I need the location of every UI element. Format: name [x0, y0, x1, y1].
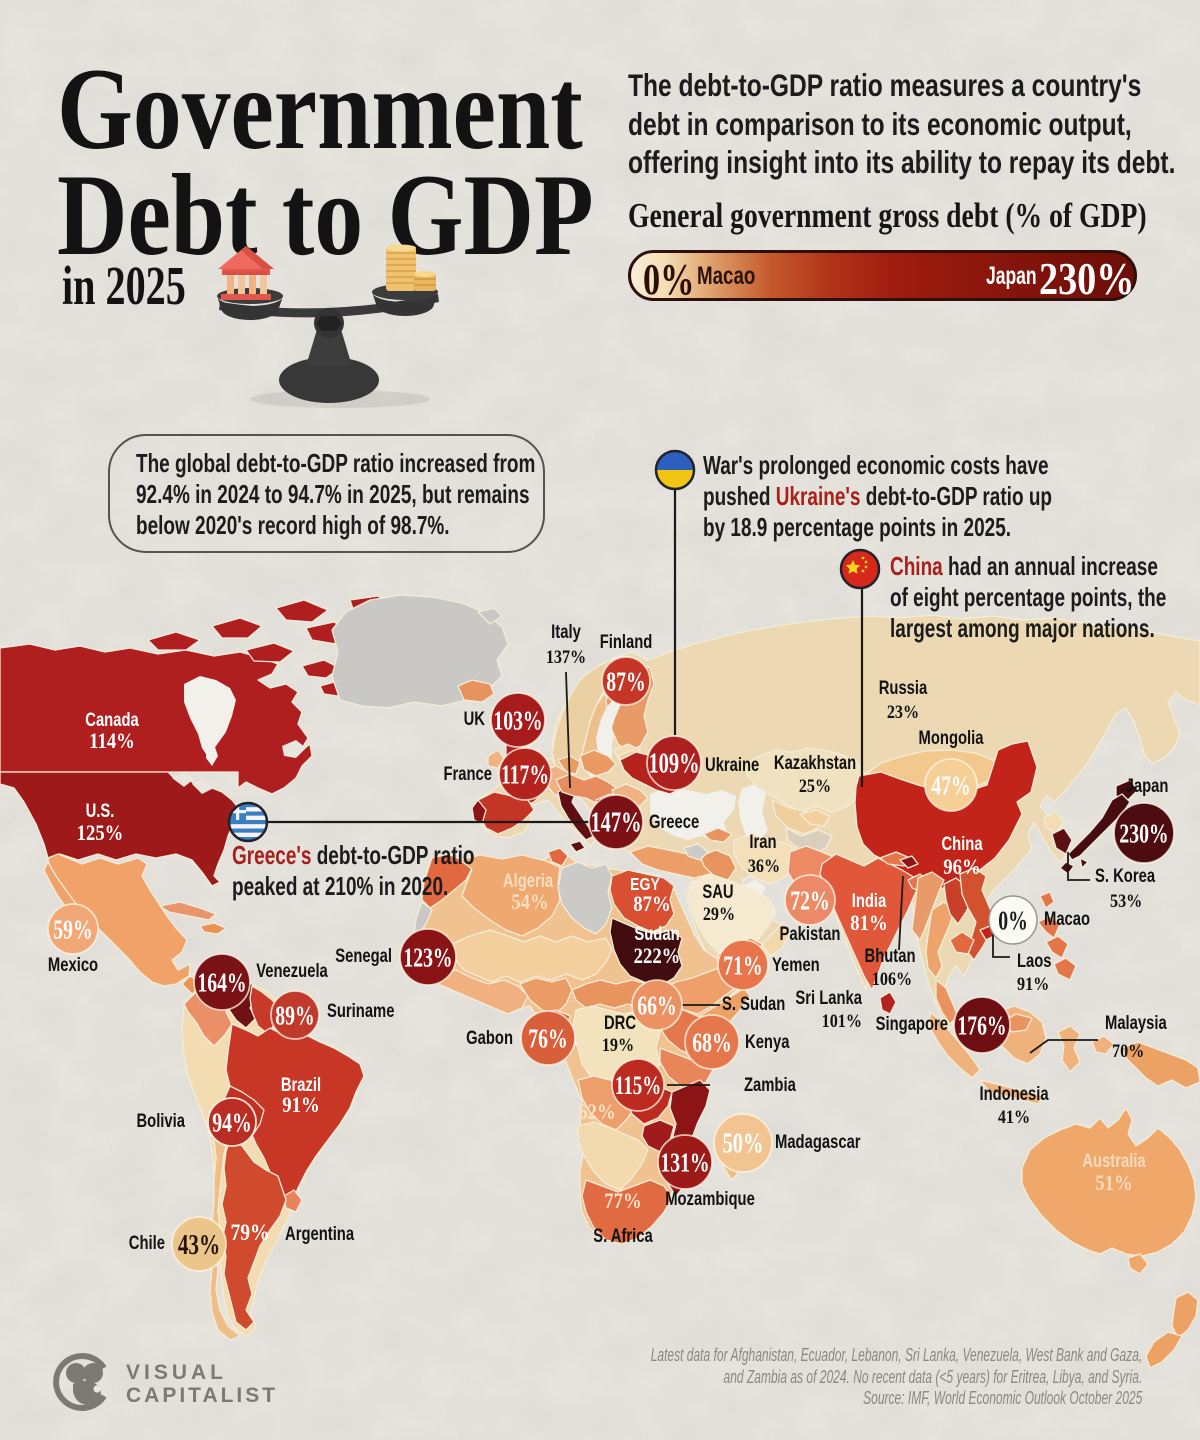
svg-text:114%: 114% [89, 730, 135, 754]
svg-text:EGY: EGY [630, 874, 660, 894]
svg-text:Madagascar: Madagascar [775, 1131, 861, 1152]
svg-text:Argentina: Argentina [285, 1223, 355, 1244]
svg-text:Mongolia: Mongolia [919, 727, 984, 748]
svg-text:222%: 222% [634, 945, 681, 969]
svg-text:Venezuela: Venezuela [256, 960, 328, 981]
svg-text:SAU: SAU [702, 881, 733, 902]
svg-text:19%: 19% [602, 1034, 634, 1056]
svg-text:91%: 91% [1017, 973, 1049, 995]
svg-text:103%: 103% [493, 706, 542, 736]
svg-text:62%: 62% [578, 1101, 615, 1125]
svg-text:Russia: Russia [879, 677, 928, 698]
svg-text:115%: 115% [615, 1071, 661, 1100]
svg-text:0%: 0% [998, 906, 1028, 936]
svg-text:Sudan: Sudan [634, 923, 679, 944]
svg-text:China: China [941, 833, 983, 854]
svg-text:UK: UK [464, 708, 486, 729]
svg-text:94%: 94% [212, 1108, 251, 1138]
svg-text:Malaysia: Malaysia [1105, 1012, 1167, 1033]
svg-text:Pakistan: Pakistan [780, 923, 841, 944]
svg-text:Gabon: Gabon [466, 1027, 513, 1048]
svg-text:Mozambique: Mozambique [665, 1188, 755, 1209]
svg-text:43%: 43% [178, 1229, 220, 1261]
svg-text:DRC: DRC [604, 1012, 636, 1033]
svg-text:123%: 123% [403, 943, 452, 973]
svg-text:109%: 109% [648, 749, 699, 780]
svg-text:81%: 81% [850, 912, 887, 936]
svg-text:53%: 53% [1110, 890, 1142, 912]
svg-text:Zambia: Zambia [744, 1074, 796, 1095]
svg-text:S. Africa: S. Africa [593, 1225, 653, 1246]
svg-text:230%: 230% [1119, 819, 1168, 849]
svg-text:Greece: Greece [649, 811, 699, 832]
svg-text:96%: 96% [943, 856, 980, 880]
svg-text:106%: 106% [872, 968, 912, 990]
svg-text:23%: 23% [887, 701, 919, 723]
svg-text:87%: 87% [633, 893, 670, 917]
svg-text:S. Sudan: S. Sudan [722, 993, 785, 1014]
svg-text:Australia: Australia [1082, 1150, 1146, 1171]
svg-text:France: France [443, 763, 492, 784]
svg-text:Italy: Italy [551, 621, 581, 642]
svg-text:Singapore: Singapore [876, 1013, 948, 1034]
svg-text:Sri Lanka: Sri Lanka [795, 987, 862, 1008]
svg-text:125%: 125% [77, 822, 124, 846]
svg-text:Suriname: Suriname [327, 1000, 394, 1021]
svg-text:66%: 66% [637, 991, 676, 1021]
svg-text:54%: 54% [511, 891, 548, 915]
svg-text:S. Korea: S. Korea [1095, 865, 1156, 886]
svg-text:Kazakhstan: Kazakhstan [774, 752, 856, 773]
svg-text:51%: 51% [1095, 1172, 1132, 1196]
svg-text:41%: 41% [998, 1106, 1030, 1128]
svg-text:CAPITALIST: CAPITALIST [126, 1384, 278, 1407]
svg-text:Brazil: Brazil [281, 1074, 321, 1095]
svg-text:59%: 59% [53, 915, 92, 945]
svg-text:137%: 137% [546, 646, 586, 668]
svg-text:68%: 68% [692, 1028, 731, 1058]
svg-text:101%: 101% [822, 1010, 862, 1032]
svg-text:71%: 71% [723, 951, 762, 981]
svg-text:Indonesia: Indonesia [979, 1083, 1049, 1104]
svg-text:Finland: Finland [600, 631, 653, 652]
svg-text:India: India [852, 890, 887, 911]
svg-text:147%: 147% [590, 808, 641, 839]
svg-text:Japan: Japan [1126, 775, 1169, 796]
svg-text:Ukraine: Ukraine [705, 754, 759, 775]
svg-text:47%: 47% [931, 771, 970, 801]
svg-text:Iran: Iran [749, 831, 776, 852]
svg-text:Macao: Macao [1044, 908, 1090, 929]
svg-text:164%: 164% [197, 968, 246, 998]
svg-text:76%: 76% [528, 1024, 567, 1054]
svg-text:131%: 131% [660, 1148, 709, 1178]
svg-text:Senegal: Senegal [335, 945, 392, 966]
svg-text:87%: 87% [606, 667, 645, 697]
svg-text:Bolivia: Bolivia [136, 1110, 185, 1131]
svg-text:Yemen: Yemen [772, 954, 820, 975]
svg-text:25%: 25% [799, 775, 831, 797]
svg-text:29%: 29% [703, 903, 735, 925]
svg-text:91%: 91% [282, 1094, 319, 1118]
svg-text:Mexico: Mexico [48, 954, 98, 975]
svg-text:U.S.: U.S. [86, 800, 115, 821]
svg-text:36%: 36% [748, 855, 780, 877]
svg-text:176%: 176% [957, 1011, 1006, 1041]
svg-text:Canada: Canada [85, 709, 139, 730]
svg-text:77%: 77% [604, 1190, 641, 1214]
svg-text:50%: 50% [723, 1129, 764, 1160]
svg-text:Kenya: Kenya [745, 1031, 790, 1052]
svg-text:VISUAL: VISUAL [126, 1361, 227, 1384]
svg-text:79%: 79% [230, 1220, 269, 1246]
svg-text:117%: 117% [501, 760, 549, 790]
svg-text:89%: 89% [275, 1001, 314, 1031]
svg-text:Laos: Laos [1017, 950, 1052, 971]
svg-text:Algeria: Algeria [503, 870, 554, 891]
svg-text:70%: 70% [1112, 1040, 1144, 1062]
svg-text:Chile: Chile [129, 1232, 165, 1253]
svg-text:72%: 72% [790, 886, 829, 916]
svg-text:Bhutan: Bhutan [865, 945, 916, 966]
